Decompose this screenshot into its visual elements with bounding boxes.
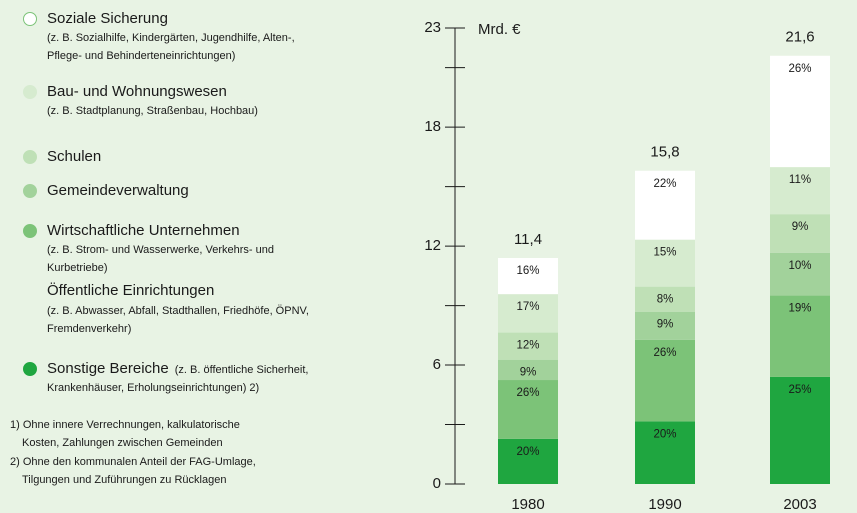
- bar-segment: [498, 359, 558, 381]
- total-label: 21,6: [785, 29, 814, 46]
- bar-segment: [770, 167, 830, 215]
- legend-swatch: [23, 12, 37, 26]
- footnote: 1) Ohne innere Verrechnungen, kalkulator…: [10, 419, 240, 431]
- bar-segment: [635, 421, 695, 484]
- bar-segment: [635, 311, 695, 340]
- bar-segment: [498, 332, 558, 360]
- y-tick-label: 23: [424, 19, 441, 36]
- segment-label: 10%: [788, 260, 811, 272]
- legend-swatch: [23, 184, 37, 198]
- legend-note: (z. B. Stadtplanung, Straßenbau, Hochbau…: [47, 105, 258, 117]
- legend-note: Krankenhäuser, Erholungseinrichtungen) 2…: [47, 382, 259, 394]
- bar-segment: [770, 295, 830, 377]
- legend-swatch: [23, 150, 37, 164]
- segment-label: 20%: [653, 428, 676, 440]
- segment-label: 9%: [792, 221, 809, 233]
- footnote: Kosten, Zahlungen zwischen Gemeinden: [22, 437, 223, 449]
- x-tick-label: 2003: [783, 496, 816, 513]
- segment-label: 11%: [789, 174, 811, 186]
- segment-label: 8%: [657, 294, 674, 306]
- legend-swatch: [23, 85, 37, 99]
- y-tick-label: 6: [433, 356, 441, 373]
- legend-note: (z. B. Strom- und Wasserwerke, Verkehrs-…: [47, 244, 274, 256]
- legend-label: Soziale Sicherung: [47, 10, 168, 27]
- bar-segment: [635, 170, 695, 240]
- bar-segment: [498, 294, 558, 333]
- legend-swatch: [23, 362, 37, 376]
- legend-label: Schulen: [47, 148, 101, 165]
- bar-segment: [770, 214, 830, 253]
- y-unit-label: Mrd. €: [478, 21, 521, 38]
- segment-label: 22%: [653, 178, 676, 190]
- legend-label: Bau- und Wohnungswesen: [47, 83, 227, 100]
- legend-label: Gemeindeverwaltung: [47, 182, 189, 199]
- segment-label: 19%: [788, 303, 811, 315]
- legend-note: Kurbetriebe): [47, 262, 108, 274]
- segment-label: 26%: [653, 347, 676, 359]
- segment-label: 17%: [516, 301, 539, 313]
- y-tick-label: 18: [424, 118, 441, 135]
- x-tick-label: 1990: [648, 496, 681, 513]
- bar-segment: [635, 339, 695, 422]
- x-tick-label: 1980: [511, 496, 544, 513]
- segment-label: 25%: [788, 384, 811, 396]
- bar-segment: [770, 252, 830, 296]
- segment-label: 26%: [788, 63, 811, 75]
- segment-label: 9%: [520, 367, 537, 379]
- total-label: 15,8: [650, 144, 679, 161]
- footnote: 2) Ohne den kommunalen Anteil der FAG-Um…: [10, 456, 256, 468]
- legend-note: (z. B. Abwasser, Abfall, Stadthallen, Fr…: [47, 305, 309, 317]
- bar-segment: [498, 257, 558, 295]
- segment-label: 16%: [516, 265, 539, 277]
- segment-label: 26%: [516, 387, 539, 399]
- legend-note: (z. B. öffentliche Sicherheit,: [175, 364, 309, 376]
- legend-note: (z. B. Sozialhilfe, Kindergärten, Jugend…: [47, 32, 295, 44]
- legend-note: Fremdenverkehr): [47, 323, 131, 335]
- legend-swatch: [23, 224, 37, 238]
- footnote: Tilgungen und Zuführungen zu Rücklagen: [22, 474, 226, 486]
- total-label: 11,4: [514, 231, 542, 248]
- y-tick-label: 12: [424, 237, 441, 254]
- bar-segment: [498, 380, 558, 439]
- bar-segment: [635, 239, 695, 287]
- segment-label: 9%: [657, 319, 674, 331]
- legend-label: Wirtschaftliche Unternehmen: [47, 222, 240, 239]
- y-tick-label: 0: [433, 475, 441, 492]
- segment-label: 12%: [516, 340, 539, 352]
- legend-label: Sonstige Bereiche: [47, 360, 169, 377]
- bar-segment: [770, 55, 830, 168]
- bar-segment: [770, 376, 830, 484]
- legend-note: Pflege- und Behinderteneinrichtungen): [47, 50, 235, 62]
- bar-segment: [635, 286, 695, 312]
- legend-label: Öffentliche Einrichtungen: [47, 281, 214, 299]
- segment-label: 15%: [653, 247, 676, 259]
- segment-label: 20%: [516, 446, 539, 458]
- bar-segment: [498, 438, 558, 484]
